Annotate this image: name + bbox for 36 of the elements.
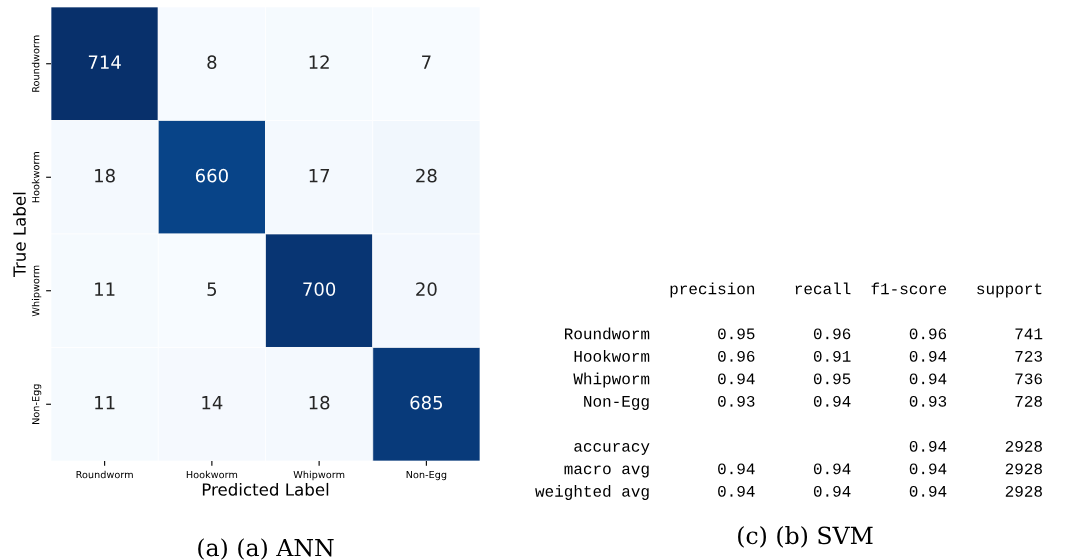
data-label: 20 — [416, 282, 437, 296]
text: Whipworm 0.94 0.95 0.94 736 — [573, 372, 1042, 388]
data-label: 18 — [95, 168, 115, 183]
data-label: 700 — [303, 282, 336, 296]
x-tick-label: Roundworm — [76, 470, 133, 479]
text: precision recall f1-score support — [670, 282, 1042, 298]
data-label: 11 — [95, 396, 115, 410]
text: accuracy 0.94 2928 — [574, 440, 1042, 455]
data-label: 714 — [88, 55, 121, 69]
text: weighted avg 0.94 0.94 0.94 2928 — [535, 485, 1042, 500]
y-axis-title: True Label — [12, 192, 26, 277]
x-axis-title: Predicted Label — [202, 482, 329, 496]
data-label: 17 — [309, 169, 330, 183]
x-tick-label: Hookworm — [186, 470, 238, 479]
y-tick-label: Roundworm — [31, 35, 40, 92]
data-label: 14 — [202, 396, 223, 410]
x-tick-label: Non-Egg — [406, 471, 447, 481]
y-tick-label: Hookworm — [31, 152, 40, 203]
data-label: 28 — [416, 168, 437, 183]
text: Non-Egg 0.93 0.94 0.93 728 — [584, 395, 1042, 410]
text: (a) (a) ANN — [198, 538, 334, 560]
y-tick-label: Whipworm — [31, 265, 42, 317]
data-label: 685 — [410, 395, 443, 410]
text: macro avg 0.94 0.94 0.94 2928 — [564, 463, 1042, 478]
text: (c) (b) SVM — [738, 526, 873, 548]
data-label: 18 — [309, 395, 330, 410]
data-label: 12 — [309, 55, 329, 69]
data-label: 11 — [95, 282, 115, 296]
data-label: 7 — [422, 55, 431, 69]
data-label: 660 — [195, 168, 228, 183]
text: Hookworm 0.96 0.91 0.94 723 — [574, 350, 1042, 362]
x-tick-label: Whipworm — [293, 470, 345, 481]
data-label: 8 — [207, 55, 217, 69]
y-tick-label: Non-Egg — [32, 384, 42, 424]
data-label: 5 — [207, 282, 217, 296]
text: Roundworm 0.95 0.96 0.96 741 — [565, 327, 1043, 340]
